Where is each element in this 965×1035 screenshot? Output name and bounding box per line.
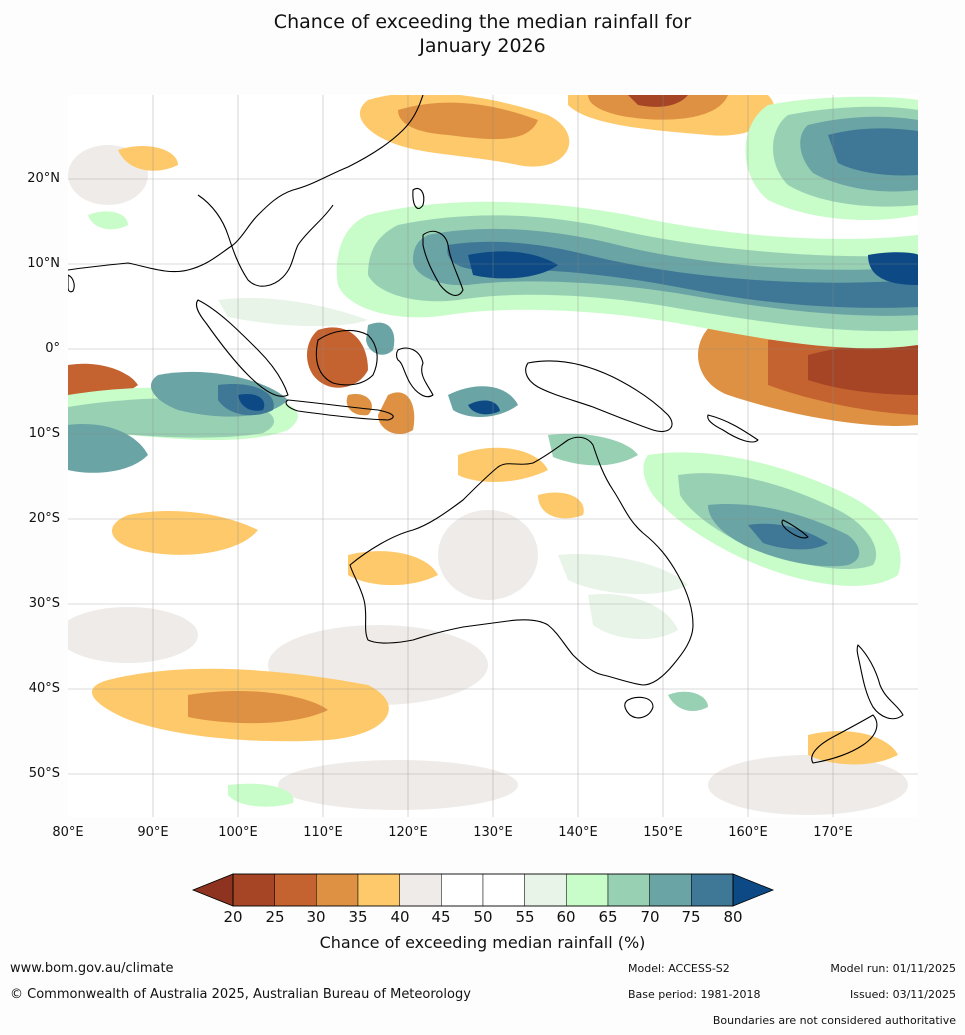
lon-label: 90°E xyxy=(137,825,169,840)
lon-label: 120°E xyxy=(388,825,428,840)
colorbar-tick: 60 xyxy=(556,908,576,926)
colorbar-tick: 35 xyxy=(348,908,368,926)
colorbar-bin xyxy=(316,873,359,907)
lon-label: 110°E xyxy=(303,825,343,840)
colorbar-bin xyxy=(691,873,734,907)
colorbar-bin xyxy=(232,873,275,907)
colorbar-tick: 40 xyxy=(390,908,410,926)
footer-base-period: Base period: 1981-2018 xyxy=(628,988,761,1001)
graticule xyxy=(68,95,918,817)
asia-mainland-coast xyxy=(68,95,424,273)
borneo-coast xyxy=(315,329,378,386)
new-guinea-coast xyxy=(525,360,673,433)
colorbar-bin xyxy=(274,873,317,907)
java-coast xyxy=(285,399,394,421)
colorbar-bin xyxy=(607,873,650,907)
australia-coast xyxy=(349,436,694,686)
title-line-1: Chance of exceeding the median rainfall … xyxy=(273,11,692,33)
colorbar-bin xyxy=(566,873,609,907)
colorbar-tick: 70 xyxy=(640,908,660,926)
colorbar xyxy=(191,873,775,907)
rainfall-map xyxy=(68,95,918,817)
solomon-islands-coast xyxy=(707,414,759,443)
lon-label: 170°E xyxy=(813,825,853,840)
colorbar-tick: 20 xyxy=(223,908,243,926)
coastlines xyxy=(68,95,904,764)
colorbar-tick: 50 xyxy=(473,908,493,926)
colorbar-under-arrow xyxy=(191,873,234,907)
colorbar-bin xyxy=(399,873,442,907)
lon-label: 160°E xyxy=(728,825,768,840)
philippines-coast xyxy=(422,230,464,296)
colorbar-bin xyxy=(482,873,525,907)
colorbar-bins xyxy=(232,873,734,907)
lon-label: 100°E xyxy=(218,825,258,840)
lat-label: 20°N xyxy=(27,171,60,186)
rainfall-map-svg xyxy=(68,95,918,817)
footer-model-run: Model run: 01/11/2025 xyxy=(830,962,956,975)
tasmania-coast xyxy=(624,696,654,719)
wet-areas xyxy=(68,96,918,807)
new-zealand-north-coast xyxy=(856,644,904,720)
title-line-2: January 2026 xyxy=(419,35,546,57)
lat-label: 50°S xyxy=(28,766,60,781)
new-zealand-south-coast xyxy=(811,714,878,764)
colorbar-tick: 75 xyxy=(681,908,701,926)
colorbar-bin xyxy=(357,873,400,907)
lat-label: 0° xyxy=(45,341,60,356)
lon-label: 140°E xyxy=(558,825,598,840)
colorbar-outline xyxy=(232,873,734,907)
lon-label: 130°E xyxy=(473,825,513,840)
lat-label: 10°N xyxy=(27,256,60,271)
colorbar-tick: 65 xyxy=(598,908,618,926)
lon-label: 150°E xyxy=(643,825,683,840)
lon-label: 80°E xyxy=(52,825,84,840)
colorbar-tick: 80 xyxy=(723,908,743,926)
footer-issued: Issued: 03/11/2025 xyxy=(849,988,956,1001)
colorbar-bin xyxy=(441,873,484,907)
colorbar-tick: 25 xyxy=(265,908,285,926)
lat-label: 40°S xyxy=(28,681,60,696)
lat-label: 10°S xyxy=(28,426,60,441)
lat-label: 30°S xyxy=(28,596,60,611)
indochina-coast xyxy=(197,194,334,287)
footer-model: Model: ACCESS-S2 xyxy=(628,962,730,975)
footer-website: www.bom.gov.au/climate xyxy=(10,961,174,976)
colorbar-bin xyxy=(524,873,567,907)
colorbar-bin xyxy=(649,873,692,907)
taiwan-coast xyxy=(412,187,425,209)
footer-disclaimer: Boundaries are not considered authoritat… xyxy=(712,1014,956,1027)
colorbar-title: Chance of exceeding median rainfall (%) xyxy=(319,933,646,952)
colorbar-tick: 55 xyxy=(515,908,535,926)
sulawesi-coast xyxy=(395,347,434,398)
map-title: Chance of exceeding the median rainfall … xyxy=(0,10,965,58)
sri-lanka-coast xyxy=(68,274,75,293)
lat-label: 20°S xyxy=(28,511,60,526)
colorbar-over-arrow xyxy=(732,873,775,907)
colorbar-tick: 30 xyxy=(306,908,326,926)
new-caledonia-coast xyxy=(781,519,809,539)
colorbar-tick: 45 xyxy=(431,908,451,926)
sumatra-coast xyxy=(195,299,289,397)
footer-copyright: © Commonwealth of Australia 2025, Austra… xyxy=(10,987,471,1002)
